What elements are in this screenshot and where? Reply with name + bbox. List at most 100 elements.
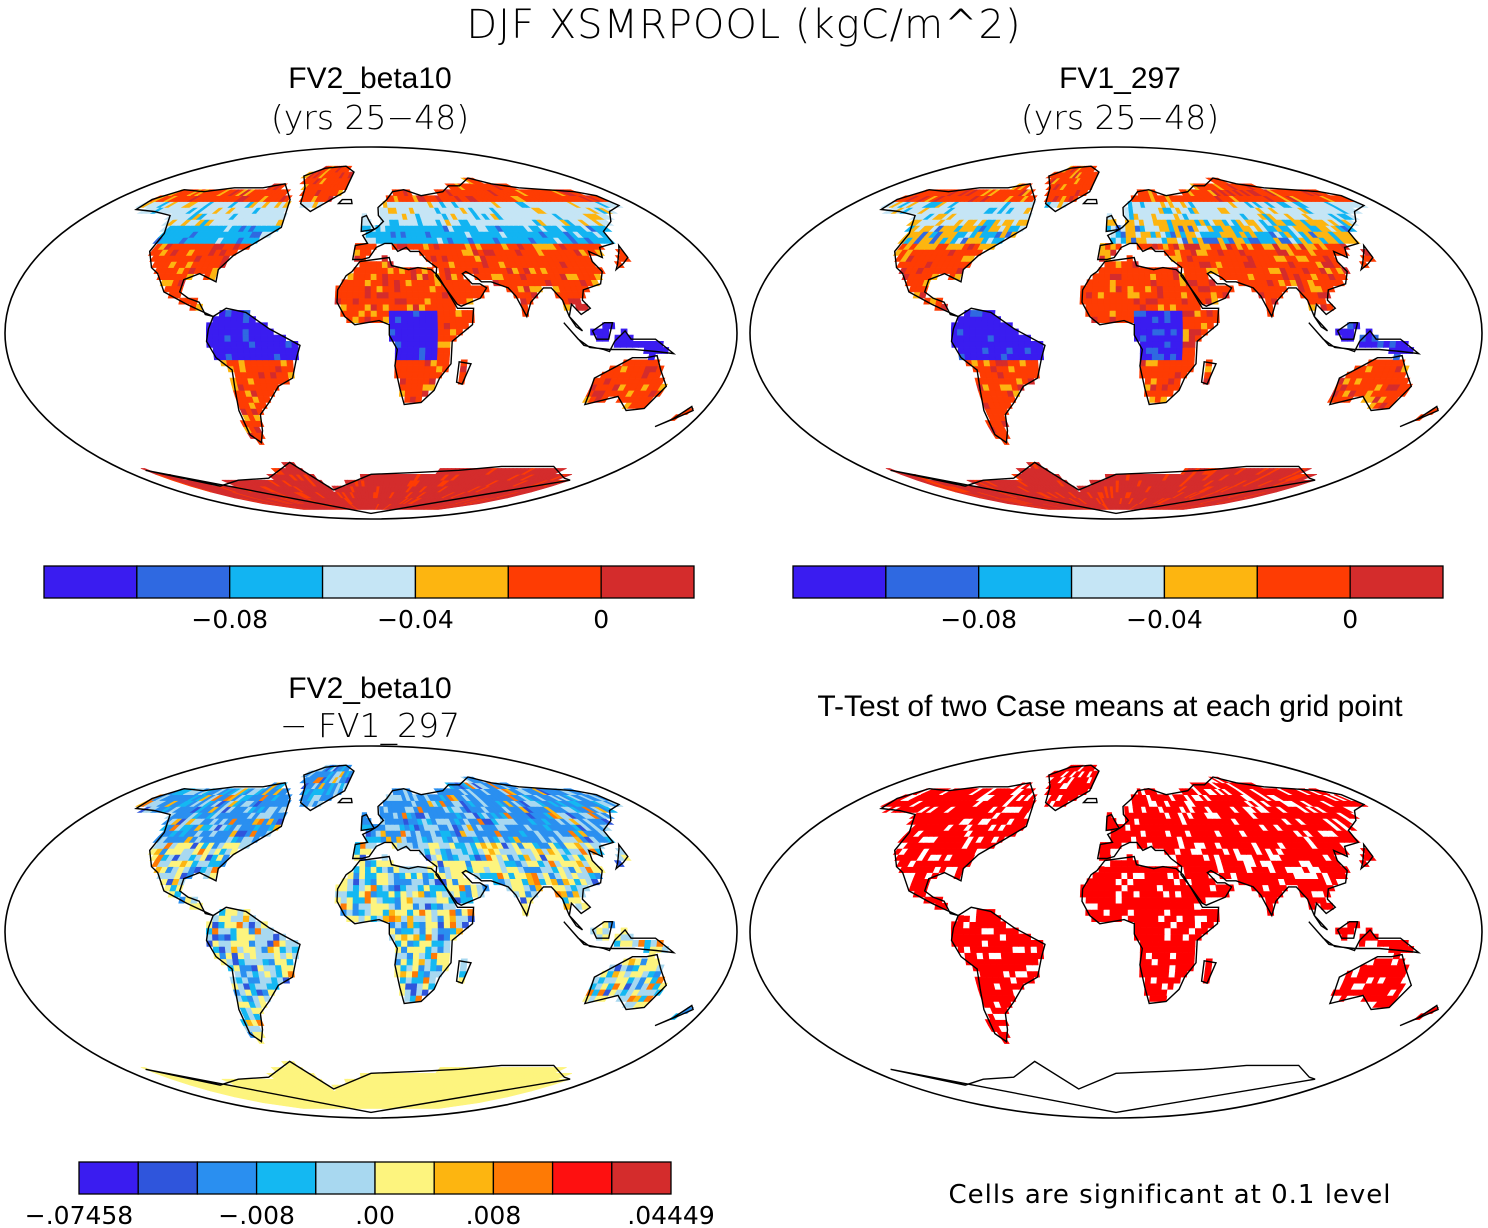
grid-cell: [1187, 303, 1195, 311]
grid-cell: [435, 285, 443, 293]
grid-cell: [1365, 334, 1373, 342]
map-fv1-297: [879, 165, 1440, 515]
grid-cell: [449, 310, 457, 317]
grid-cell: [1389, 340, 1397, 348]
grid-cell: [1026, 371, 1035, 379]
grid-cell: [394, 316, 402, 324]
grid-cell: [358, 297, 366, 305]
grid-cell: [431, 347, 439, 354]
grid-cell: [273, 353, 282, 361]
grid-cell: [1126, 267, 1134, 274]
grid-cell: [413, 347, 420, 354]
grid-cell: [385, 237, 393, 244]
grid-cell: [230, 347, 239, 354]
grid-cell: [1167, 377, 1176, 385]
grid-cell: [261, 353, 269, 361]
grid-cell: [267, 353, 275, 361]
grid-cell: [238, 359, 246, 367]
grid-cell: [1341, 334, 1349, 342]
grid-cell: [399, 377, 407, 385]
grid-cell: [957, 334, 965, 342]
grid-cell: [1091, 297, 1099, 305]
grid-cell: [370, 291, 378, 299]
grid-cell: [1150, 383, 1158, 391]
grid-cell: [212, 340, 220, 348]
grid-cell: [224, 340, 232, 348]
grid-cell: [1163, 359, 1171, 367]
grid-cell: [1104, 261, 1111, 268]
grid-cell: [1181, 297, 1189, 305]
grid-cell: [957, 340, 965, 348]
grid-cell: [1133, 285, 1141, 293]
grid-cell: [1133, 297, 1141, 305]
grid-cell: [1012, 340, 1020, 348]
grid-cell: [1112, 485, 1117, 493]
grid-cell: [437, 322, 445, 330]
grid-cell: [1146, 340, 1153, 348]
grid-cell: [1099, 255, 1106, 262]
grid-cell: [346, 291, 354, 299]
grid-cell: [1206, 310, 1214, 317]
grid-cell: [1125, 225, 1132, 232]
grid-cell: [1168, 291, 1177, 299]
grid-cell: [422, 383, 430, 391]
grid-cell: [224, 310, 233, 317]
grid-cell: [1163, 353, 1171, 361]
grid-cell: [1127, 279, 1134, 287]
grid-cell: [1187, 359, 1195, 367]
grid-cell: [1121, 303, 1129, 311]
grid-cell: [1149, 389, 1157, 397]
grid-cell: [340, 297, 348, 305]
grid-cell: [224, 328, 231, 336]
grid-cell: [1018, 347, 1026, 354]
grid-cell: [405, 371, 413, 379]
grid-cell: [399, 285, 407, 293]
grid-cell: [969, 340, 977, 348]
grid-cell: [212, 316, 220, 324]
grid-cell: [1006, 347, 1014, 354]
grid-cell: [382, 297, 390, 305]
grid-cell: [1180, 285, 1188, 293]
grid-cell: [1013, 365, 1022, 373]
grid-cell: [1182, 334, 1190, 342]
grid-cell: [380, 225, 387, 232]
grid-cell: [353, 279, 360, 287]
grid-cell: [1358, 340, 1367, 348]
grid-cell: [1164, 328, 1172, 336]
grid-cell: [1180, 365, 1189, 373]
grid-cell: [413, 334, 421, 342]
grid-cell: [340, 303, 348, 311]
grid-cell: [620, 334, 628, 342]
grid-cell: [1187, 353, 1196, 361]
grid-cell: [1341, 328, 1349, 336]
grid-cell: [382, 279, 389, 287]
grid-cell: [1176, 347, 1184, 354]
grid-cell: [437, 340, 445, 348]
grid-cell: [236, 347, 245, 354]
grid-cell: [407, 316, 414, 324]
grid-cell: [1145, 371, 1152, 379]
grid-cell: [236, 340, 244, 348]
grid-cell: [224, 347, 233, 354]
grid-cell: [244, 359, 252, 367]
grid-cell: [1151, 365, 1159, 373]
grid-cell: [1364, 340, 1373, 348]
grid-cell: [1151, 347, 1159, 354]
grid-cell: [1109, 285, 1117, 293]
grid-cell: [1109, 297, 1117, 305]
grid-cell: [1194, 322, 1202, 330]
grid-cell: [404, 389, 412, 397]
grid-cell: [455, 310, 463, 317]
grid-cell: [267, 340, 275, 348]
grid-cell: [406, 353, 414, 361]
grid-cell: [262, 365, 271, 373]
grid-cell: [370, 261, 377, 268]
grid-cell: [1188, 334, 1196, 342]
grid-cell: [1098, 273, 1105, 281]
grid-cell: [975, 322, 983, 330]
grid-cell: [1127, 285, 1135, 293]
grid-cell: [957, 347, 965, 354]
grid-cell: [418, 303, 426, 311]
grid-cell: [407, 340, 414, 348]
grid-cell: [1121, 310, 1129, 317]
